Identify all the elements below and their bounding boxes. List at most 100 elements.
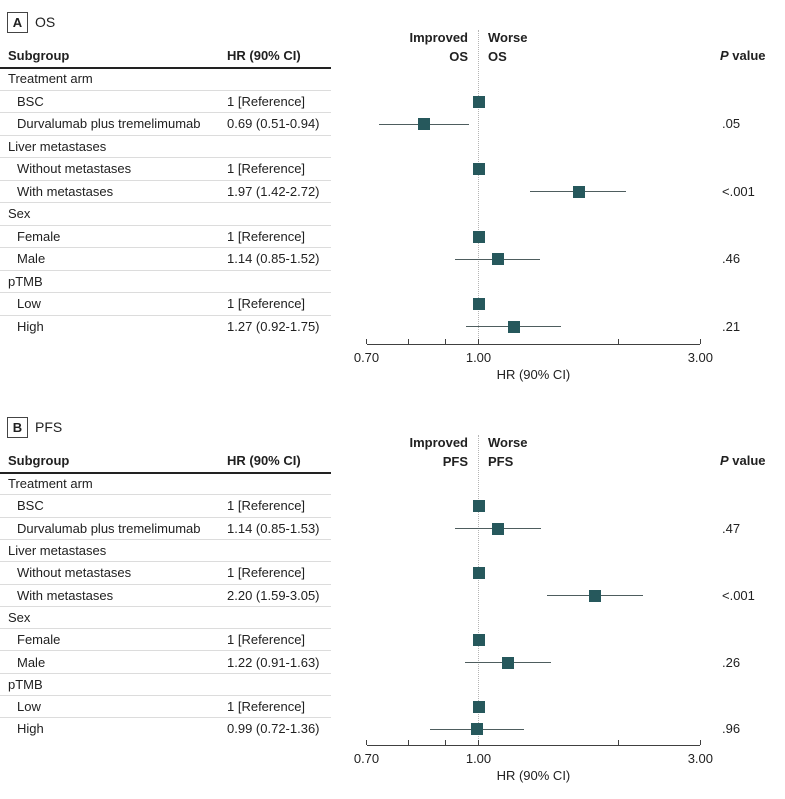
panel-label-letter: A: [12, 15, 23, 30]
row-separator: [0, 672, 331, 674]
table-group-row-label: Treatment arm: [8, 71, 93, 87]
row-separator: [0, 314, 331, 316]
hr-point-marker: [588, 589, 601, 602]
hr-reference-marker: [472, 567, 485, 580]
table-group-row-label: Sex: [8, 206, 31, 222]
table-row-hr-value: 1 [Reference]: [227, 498, 306, 514]
hr-reference-marker: [472, 500, 485, 513]
hr-reference-marker: [472, 163, 485, 176]
worse-label-line1: Worse: [488, 30, 528, 45]
x-axis-title: HR (90% CI): [496, 367, 571, 382]
row-separator: [0, 494, 331, 496]
hr-reference-marker: [472, 634, 485, 647]
hr-point-marker: [471, 723, 484, 736]
worse-label-line1: Worse: [488, 435, 528, 450]
panel-title: OS: [35, 14, 56, 30]
table-row-label: BSC: [17, 498, 44, 514]
hr-point-marker: [507, 320, 520, 333]
table-row-label: Durvalumab plus tremelimumab: [17, 116, 201, 132]
panel-title: PFS: [35, 419, 63, 435]
table-row-label: With metastases: [17, 587, 114, 603]
table-group-row-label: pTMB: [8, 273, 43, 289]
table-group-row-label: Sex: [8, 609, 31, 625]
table-row-hr-value: 1.27 (0.92-1.75): [227, 318, 320, 334]
p-value: .21: [722, 318, 741, 334]
row-separator: [0, 516, 331, 518]
x-axis-line: [366, 344, 701, 346]
x-axis-tick: [365, 339, 368, 344]
row-separator: [0, 605, 331, 607]
improved-label-line1: Improved: [409, 435, 468, 450]
table-group-row-label: pTMB: [8, 676, 43, 692]
x-axis-tick-label: 0.70: [353, 751, 380, 766]
row-separator: [0, 561, 331, 563]
hr-point-marker: [417, 118, 430, 131]
row-separator: [0, 134, 331, 136]
x-axis-line: [366, 745, 701, 747]
hr-point-marker: [491, 253, 504, 266]
hr-reference-marker: [472, 701, 485, 714]
x-axis-tick: [477, 339, 480, 344]
row-separator: [0, 179, 331, 181]
table-row-hr-value: 1 [Reference]: [227, 161, 306, 177]
row-separator: [0, 717, 331, 719]
panel-label-letter: B: [12, 420, 23, 435]
hr-point-marker: [501, 656, 514, 669]
table-header-subgroup: Subgroup: [8, 453, 70, 468]
table-row-hr-value: 1 [Reference]: [227, 228, 306, 244]
table-header-hr-ci: HR (90% CI): [227, 48, 301, 63]
p-value: .05: [722, 116, 741, 132]
table-group-row-label: Liver metastases: [8, 543, 107, 559]
p-value: .26: [722, 654, 741, 670]
table-group-row-label: Liver metastases: [8, 138, 107, 154]
x-axis-tick-label: 0.70: [353, 350, 380, 365]
x-axis-tick: [617, 740, 620, 745]
table-row-label: High: [17, 721, 44, 737]
improved-label-line2: PFS: [442, 454, 468, 469]
table-row-label: Low: [17, 699, 41, 715]
hr-point-marker: [572, 185, 585, 198]
improved-label-line1: Improved: [409, 30, 468, 45]
p-value-header: P value: [720, 49, 766, 63]
row-separator: [0, 650, 331, 652]
hr-point-marker: [491, 522, 504, 535]
table-row-hr-value: 1 [Reference]: [227, 565, 306, 581]
hr-reference-marker: [472, 230, 485, 243]
x-axis-tick-label: 1.00: [465, 350, 492, 365]
reference-dotted-line: [478, 435, 479, 745]
x-axis-tick: [617, 339, 620, 344]
table-row-label: Female: [17, 228, 61, 244]
table-row-label: Durvalumab plus tremelimumab: [17, 520, 201, 536]
x-axis-tick-label: 1.00: [465, 751, 492, 766]
table-row-label: High: [17, 318, 44, 334]
table-header-rule: [0, 66, 331, 69]
x-axis-tick: [699, 339, 701, 344]
p-value-header-rest: value: [728, 453, 766, 468]
x-axis-tick-label: 3.00: [687, 350, 714, 365]
p-value-header-rest: value: [728, 48, 766, 63]
p-value-header-italic-p: P: [720, 48, 729, 63]
panel-label-box: A: [7, 12, 28, 33]
table-row-hr-value: 1 [Reference]: [227, 699, 306, 715]
table-row-hr-value: 1 [Reference]: [227, 93, 306, 109]
panel-label-box: B: [7, 417, 28, 438]
table-row-hr-value: 1 [Reference]: [227, 632, 306, 648]
worse-label-line2: OS: [488, 49, 507, 64]
row-separator: [0, 695, 331, 696]
table-row-hr-value: 1 [Reference]: [227, 296, 306, 312]
row-separator: [0, 247, 331, 248]
row-separator: [0, 224, 331, 226]
table-row-label: Female: [17, 632, 61, 648]
table-header-hr-ci: HR (90% CI): [227, 453, 301, 468]
hr-reference-marker: [472, 95, 485, 108]
row-separator: [0, 628, 331, 630]
p-value: <.001: [722, 587, 755, 603]
x-axis-tick-label: 3.00: [687, 751, 714, 766]
row-separator: [0, 202, 331, 203]
table-row-hr-value: 2.20 (1.59-3.05): [227, 587, 320, 603]
table-group-row-label: Treatment arm: [8, 476, 93, 492]
row-separator: [0, 538, 331, 540]
p-value-header-italic-p: P: [720, 453, 729, 468]
table-row-hr-value: 1.22 (0.91-1.63): [227, 654, 320, 670]
table-row-label: Without metastases: [17, 161, 132, 177]
